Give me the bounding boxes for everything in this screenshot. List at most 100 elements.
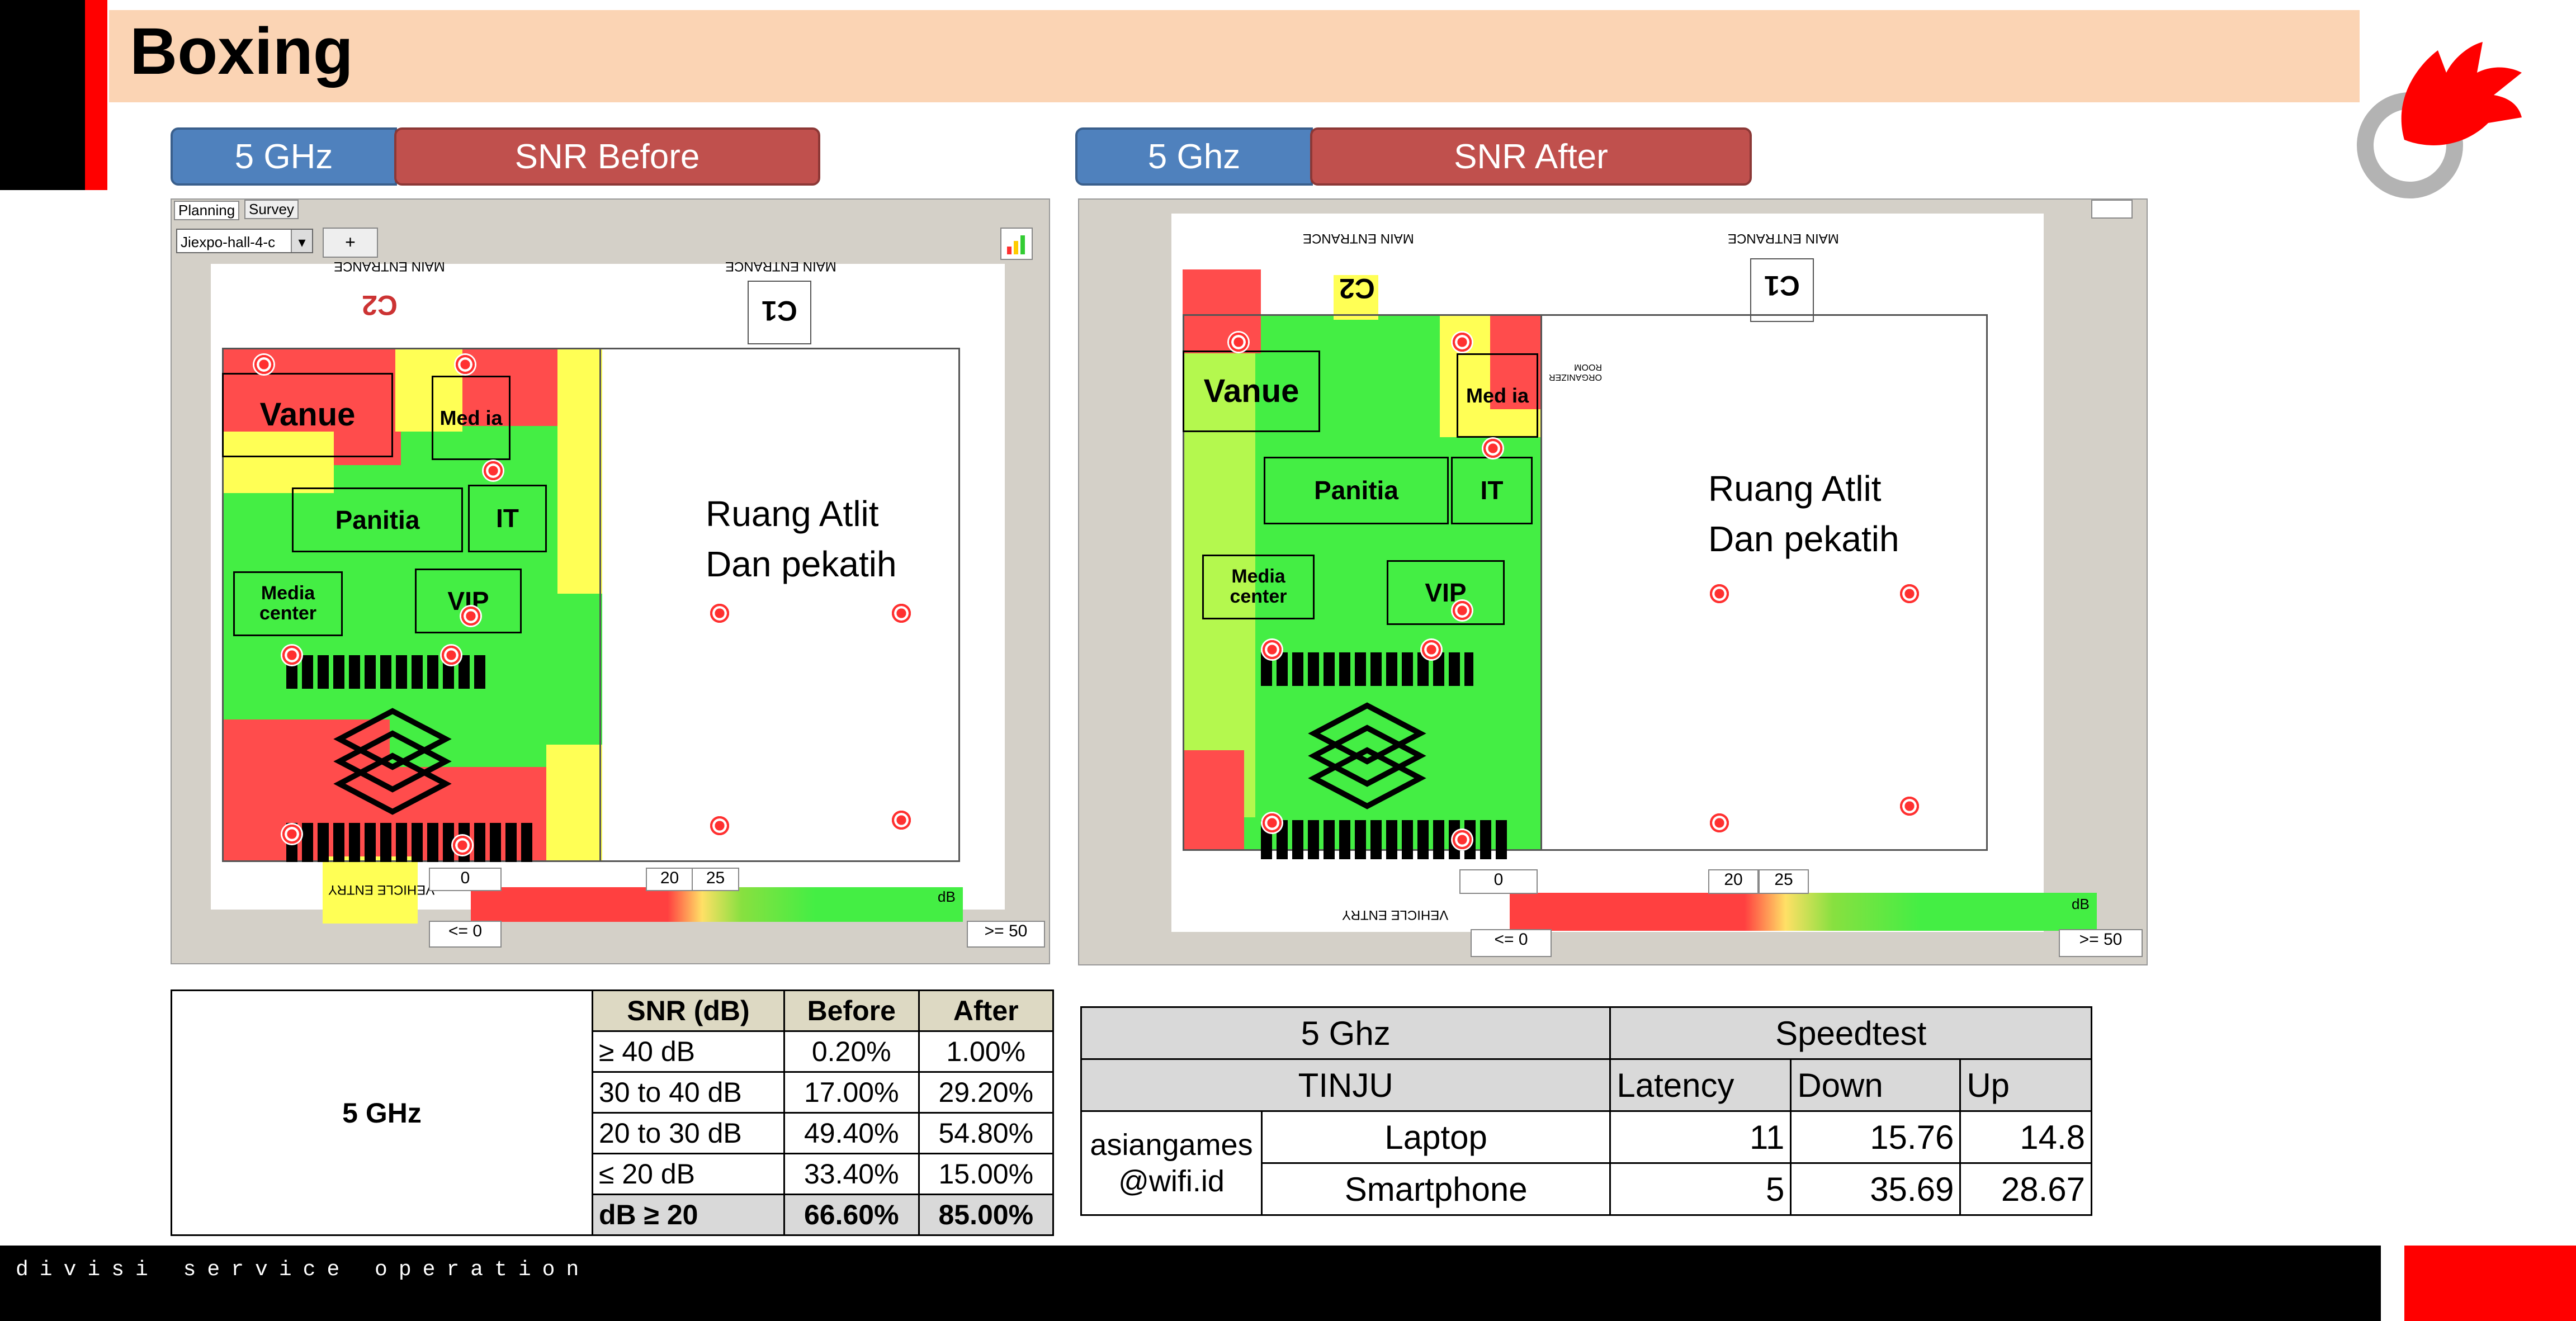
- scale-unit: dB: [938, 888, 956, 905]
- tab-planning[interactable]: Planning: [174, 201, 240, 220]
- room-media-center: Media center: [233, 571, 343, 636]
- c2-label: C2: [1339, 273, 1375, 304]
- scale-25-label: 25: [1759, 869, 1809, 894]
- chart-icon[interactable]: [1000, 228, 1033, 260]
- boxing-ring-icon: [1308, 702, 1426, 809]
- scale-max-button[interactable]: >= 50: [967, 921, 1045, 948]
- footer-bar: [0, 1246, 2381, 1321]
- scale-20-label: 20: [1708, 869, 1759, 894]
- map-select[interactable]: Jiexpo-hall-4-c ▾: [176, 229, 313, 253]
- footer-red-block: [2404, 1246, 2576, 1321]
- room-panitia: Panitia: [1264, 457, 1449, 524]
- heatmap-yellow-edge: [557, 348, 602, 594]
- boxing-ring-icon: [333, 708, 452, 815]
- access-point-icon: [1708, 583, 1731, 605]
- hall-outline: [1183, 314, 1988, 851]
- main-entrance-left: MAIN ENTRANCE: [1303, 231, 1414, 246]
- table-row: Smartphone 5 35.69 28.67: [1081, 1162, 2092, 1216]
- table-row: ≥ 40 dB 0.20% 1.00%: [172, 1030, 1054, 1073]
- table-row: 5 Ghz Speedtest: [1080, 1006, 2092, 1060]
- ssid-line1: asiangames: [1090, 1128, 1253, 1162]
- latency-value: 11: [1609, 1110, 1792, 1164]
- room-it: IT: [468, 485, 547, 552]
- snr-band-cell: 5 GHz: [171, 989, 593, 1236]
- snr-header-db: SNR (dB): [592, 989, 785, 1032]
- title-banner: [109, 10, 2360, 102]
- athlete-room-line1: Ruang Atlit: [706, 494, 879, 534]
- access-point-icon: [1227, 331, 1250, 353]
- access-point-icon: [281, 644, 303, 666]
- c1-box: [748, 281, 811, 344]
- latency-value: 5: [1609, 1162, 1792, 1216]
- add-button[interactable]: +: [323, 228, 378, 258]
- heatmap-red-bottom: [1183, 750, 1244, 851]
- access-point-icon: [1898, 583, 1921, 605]
- snr-after: 15.00%: [918, 1153, 1054, 1195]
- ssid-cell: asiangames @wifi.id: [1080, 1110, 1263, 1216]
- scale-min-button[interactable]: <= 0: [429, 921, 502, 948]
- athlete-room-line1: Ruang Atlit: [1708, 468, 1882, 509]
- room-vip: VIP: [1387, 560, 1505, 625]
- access-point-icon: [440, 644, 462, 666]
- latency-header: Latency: [1609, 1058, 1792, 1112]
- main-entrance-right: MAIN ENTRANCE: [1728, 231, 1839, 246]
- chevron-down-icon[interactable]: ▾: [291, 230, 312, 252]
- device-name: Smartphone: [1260, 1162, 1611, 1216]
- snr-range: 30 to 40 dB: [592, 1071, 785, 1114]
- access-point-icon: [1451, 331, 1473, 353]
- heatmap-yellow-c2: [1334, 275, 1378, 320]
- athlete-room-area: [599, 348, 962, 862]
- table-row: dB ≥ 20 66.60% 85.00%: [172, 1194, 1054, 1236]
- company-logo: [2357, 42, 2522, 198]
- snr-scale-bar: [471, 887, 963, 922]
- logo-hand: [2401, 42, 2522, 145]
- access-point-icon: [1451, 828, 1473, 851]
- room-panitia: Panitia: [292, 487, 463, 552]
- room-media: Med ia: [432, 376, 511, 460]
- snr-range: 20 to 30 dB: [592, 1112, 785, 1154]
- table-row: asiangames @wifi.id Laptop 11 15.76 14.8: [1080, 1110, 2092, 1216]
- right-map-panel: MAIN ENTRANCE MAIN ENTRANCE C1 C2 ORGANI…: [1078, 198, 2148, 965]
- scale-max-button[interactable]: >= 50: [2059, 929, 2143, 957]
- main-entrance-left: MAIN ENTRANCE: [334, 259, 445, 274]
- access-point-icon: [454, 353, 476, 376]
- room-it: IT: [1451, 457, 1533, 524]
- table-row: 30 to 40 dB 17.00% 29.20%: [172, 1071, 1054, 1114]
- scale-min-button[interactable]: <= 0: [1471, 929, 1552, 957]
- page-title: Boxing: [130, 15, 353, 88]
- snr-before: 33.40%: [783, 1153, 920, 1195]
- left-snr-pill: SNR Before: [394, 127, 820, 186]
- access-point-icon: [890, 602, 913, 624]
- room-media: Med ia: [1457, 353, 1538, 438]
- athlete-room-line2: Dan pekatih: [1708, 519, 1899, 559]
- speed-band-cell: 5 Ghz: [1080, 1006, 1611, 1060]
- snr-before: 49.40%: [783, 1112, 920, 1154]
- c1-box: [1750, 258, 1814, 322]
- access-point-icon: [708, 602, 731, 624]
- right-snr-pill: SNR After: [1310, 127, 1752, 186]
- up-value: 14.8: [1959, 1110, 2092, 1164]
- access-point-icon: [708, 815, 731, 837]
- table-row: ≤ 20 dB 33.40% 15.00%: [172, 1153, 1054, 1195]
- snr-after: 29.20%: [918, 1071, 1054, 1114]
- chart-icon[interactable]: [2091, 200, 2133, 219]
- organizer-room-label: ORGANIZER ROOM: [1548, 362, 1602, 382]
- c2-label: C2: [362, 290, 398, 321]
- access-point-icon: [281, 823, 303, 845]
- snr-total-before: 66.60%: [783, 1194, 920, 1236]
- left-floor-plan: MAIN ENTRANCE MAIN ENTRANCE C1 C2 VEHICL…: [211, 259, 1005, 924]
- vehicle-entry-label: VEHICLE ENTRY: [1342, 907, 1449, 922]
- snr-range: ≤ 20 dB: [592, 1153, 785, 1195]
- athlete-room-line2: Dan pekatih: [706, 544, 897, 584]
- access-point-icon: [1451, 599, 1473, 622]
- athlete-room-area: [1540, 314, 1989, 851]
- down-header: Down: [1790, 1058, 1961, 1112]
- room-vanue: Vanue: [1183, 351, 1320, 432]
- heatmap-yellow-bottom: [546, 745, 602, 862]
- snr-before: 17.00%: [783, 1071, 920, 1114]
- left-map-panel: Planning Survey Jiexpo-hall-4-c ▾ + MAIN…: [171, 198, 1050, 964]
- left-band-pill: 5 GHz: [171, 127, 397, 186]
- tab-survey[interactable]: Survey: [244, 200, 299, 219]
- access-point-icon: [1261, 812, 1283, 834]
- snr-comparison-table: 5 GHz SNR (dB) Before After ≥ 40 dB 0.20…: [171, 989, 1054, 1236]
